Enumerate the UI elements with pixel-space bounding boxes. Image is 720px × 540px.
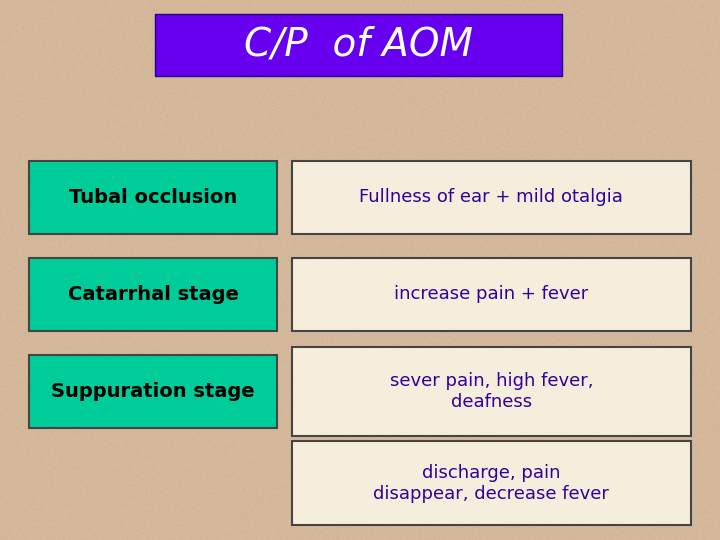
- FancyBboxPatch shape: [292, 160, 691, 233]
- Text: C/P  of AOM: C/P of AOM: [243, 25, 473, 64]
- Text: Suppuration stage: Suppuration stage: [51, 382, 255, 401]
- FancyBboxPatch shape: [155, 14, 562, 76]
- Text: discharge, pain
disappear, decrease fever: discharge, pain disappear, decrease feve…: [374, 464, 609, 503]
- Text: Tubal occlusion: Tubal occlusion: [69, 187, 237, 207]
- FancyBboxPatch shape: [292, 442, 691, 525]
- Text: sever pain, high fever,
deafness: sever pain, high fever, deafness: [390, 372, 593, 411]
- FancyBboxPatch shape: [29, 355, 277, 428]
- FancyBboxPatch shape: [292, 258, 691, 330]
- FancyBboxPatch shape: [29, 160, 277, 233]
- Text: Fullness of ear + mild otalgia: Fullness of ear + mild otalgia: [359, 188, 624, 206]
- FancyBboxPatch shape: [292, 347, 691, 436]
- Text: increase pain + fever: increase pain + fever: [395, 285, 588, 303]
- Text: Catarrhal stage: Catarrhal stage: [68, 285, 238, 304]
- FancyBboxPatch shape: [29, 258, 277, 330]
